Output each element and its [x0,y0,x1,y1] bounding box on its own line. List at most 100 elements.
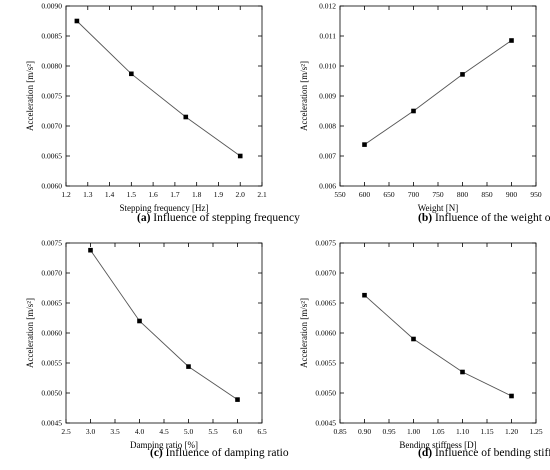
y-tick-label: 0.0070 [41,122,62,131]
x-tick-label: 650 [383,190,395,199]
x-axis-title: Damping ratio [%] [130,440,198,450]
y-tick-label: 0.0045 [41,419,62,428]
y-tick-label: 0.009 [319,92,336,101]
chart-panel-0: 1.2 1.3 1.4 1.5 1.6 1.7 1.8 1.9 2.0 2.1 0.0060 0.00… [25,2,300,224]
y-tick-label: 0.008 [319,122,336,131]
data-point [74,18,80,24]
x-tick-label: 750 [432,190,444,199]
y-tick-label: 0.012 [319,2,336,11]
panel-caption-letter: (c) [150,447,163,459]
data-point [88,247,93,253]
panel-caption-text: Influence of bending stiffness [432,447,550,459]
x-tick-label: 5.5 [208,427,218,436]
chart-panel-1: 550 600 650 700 750 800 850 900 950 0.006 0.007 0.0… [299,2,550,224]
x-tick-label: 0.90 [358,427,371,436]
panel-caption-letter: (a) [137,212,151,224]
y-tick-label: 0.0065 [41,152,62,161]
y-tick-label: 0.0075 [41,92,62,101]
panel-caption-text: Influence of the weight of the volunteer [432,212,550,224]
x-tick-label: 800 [457,190,469,199]
y-tick-label: 0.0085 [41,32,62,41]
x-tick-label: 2.1 [257,190,267,199]
x-tick-label: 1.8 [192,190,202,199]
x-tick-label: 1.6 [148,190,158,199]
panel-caption-text: Influence of damping ratio [163,447,289,459]
data-point [509,38,514,43]
y-tick-label: 0.0090 [41,2,62,11]
x-tick-label: 1.4 [105,190,115,199]
y-tick-label: 0.007 [319,152,336,161]
x-tick-label: 1.05 [431,427,444,436]
y-tick-label: 0.010 [319,62,336,71]
x-tick-label: 0.95 [382,427,395,436]
x-tick-label: 3.5 [110,427,120,436]
x-tick-label: 1.5 [127,190,137,199]
series-line [90,249,238,400]
y-tick-label: 0.0075 [315,239,336,248]
plot-frame [339,242,537,424]
y-tick-label: 0.0055 [41,359,62,368]
x-axis-title: Stepping frequency [Hz] [120,203,209,213]
panel-caption: (c) Influence of damping ratio [150,447,289,459]
data-point [237,153,243,159]
x-tick-label: 1.00 [407,427,420,436]
plot-frame [65,5,263,187]
x-tick-label: 950 [530,190,542,199]
data-point [362,292,367,298]
y-tick-label: 0.0070 [315,269,336,278]
x-tick-label: 1.9 [214,190,224,199]
x-tick-label: 1.25 [529,427,542,436]
data-point [183,114,189,120]
x-tick-label: 1.20 [505,427,518,436]
y-tick-label: 0.011 [319,32,336,41]
y-tick-label: 0.0065 [41,299,62,308]
x-tick-label: 600 [359,190,371,199]
x-tick-label: 4.5 [159,427,169,436]
data-point [509,393,514,399]
x-tick-label: 1.7 [170,190,180,199]
panel-caption: (b) Influence of the weight of the volun… [418,212,550,224]
panel-caption-text: Influence of stepping frequency [150,212,300,224]
panel-caption-letter: (d) [418,447,432,459]
x-tick-label: 1.3 [83,190,93,199]
data-point [411,336,416,342]
panel-caption: (a) Influence of stepping frequency [137,212,300,224]
y-tick-label: 0.0060 [41,329,62,338]
series-line [364,40,512,145]
panel-caption: (d) Influence of bending stiffness [418,447,550,459]
y-tick-label: 0.0060 [41,182,62,191]
x-tick-label: 2.0 [236,190,246,199]
x-tick-label: 700 [408,190,420,199]
y-tick-label: 0.0080 [41,62,62,71]
data-point [186,364,191,369]
y-axis-title: Acceleration [m/s²] [25,298,35,368]
y-axis-title: Acceleration [m/s²] [299,298,309,368]
x-tick-label: 1.10 [456,427,469,436]
x-axis-title: Weight [N] [418,203,459,213]
x-tick-label: 6.5 [257,427,267,436]
chart-panel-2: 2.5 3.0 3.5 4.0 4.5 5.0 5.5 6.0 6.5 0.0045 0.0050 0… [25,239,289,459]
y-tick-label: 0.0045 [315,419,336,428]
x-tick-label: 2.5 [61,427,71,436]
x-tick-label: 0.85 [333,427,346,436]
series-line [364,294,512,397]
chart-panel-3: 0.85 0.90 0.95 1.00 1.05 1.10 1.15 1.20 1.25 0.00… [299,239,550,459]
series-line [76,20,241,157]
x-tick-label: 3.0 [86,427,96,436]
x-axis-title: Bending stiffness [D] [399,440,476,450]
data-point [460,369,465,375]
y-tick-label: 0.006 [319,182,336,191]
x-tick-label: 6.0 [233,427,243,436]
y-tick-label: 0.0070 [41,269,62,278]
y-axis-title: Acceleration [m/s²] [299,61,309,131]
y-tick-label: 0.0060 [315,329,336,338]
x-tick-label: 850 [481,190,493,199]
data-point [129,71,134,77]
y-tick-label: 0.0050 [41,389,62,398]
y-tick-label: 0.0050 [315,389,336,398]
x-tick-label: 1.2 [61,190,71,199]
data-point [235,397,240,402]
x-tick-label: 5.0 [184,427,194,436]
data-point [411,108,416,114]
